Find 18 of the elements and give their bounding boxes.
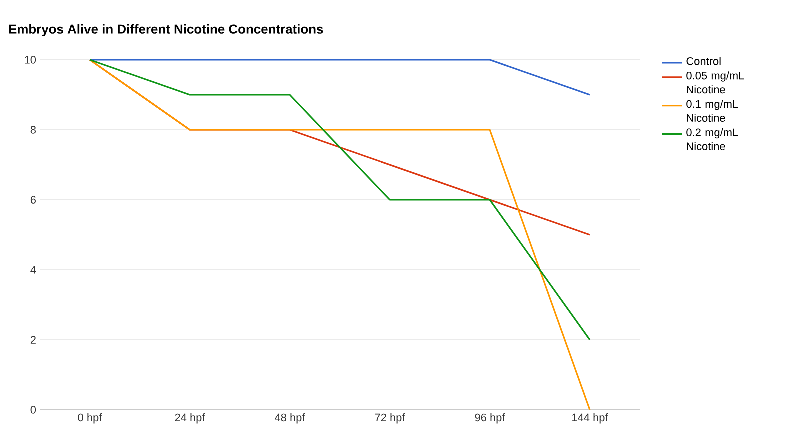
x-tick-label: 96 hpf: [475, 414, 506, 424]
x-tick-label: 48 hpf: [275, 414, 306, 424]
legend-label: 0.2 mg/mL Nicotine: [686, 128, 738, 150]
y-tick-label: 10: [25, 56, 36, 64]
x-tick-label: 72 hpf: [375, 414, 406, 424]
legend-label: Control: [686, 57, 721, 66]
chart-title: Embryos Alive in Different Nicotine Concentrations: [9, 24, 324, 36]
line-series: [89, 59, 591, 341]
y-tick-label: 4: [30, 266, 36, 274]
y-tick-label: 6: [30, 196, 36, 204]
y-tick-label: 0: [30, 406, 36, 414]
x-tick-label: 24 hpf: [175, 414, 206, 424]
x-tick-label: 144 hpf: [572, 414, 608, 424]
legend-label: 0.1 mg/mL Nicotine: [686, 100, 738, 122]
legend-label: 0.05 mg/mL Nicotine: [686, 72, 744, 94]
x-tick-label: 0 hpf: [78, 414, 102, 424]
y-tick-label: 8: [30, 126, 36, 134]
y-tick-label: 2: [30, 336, 36, 344]
